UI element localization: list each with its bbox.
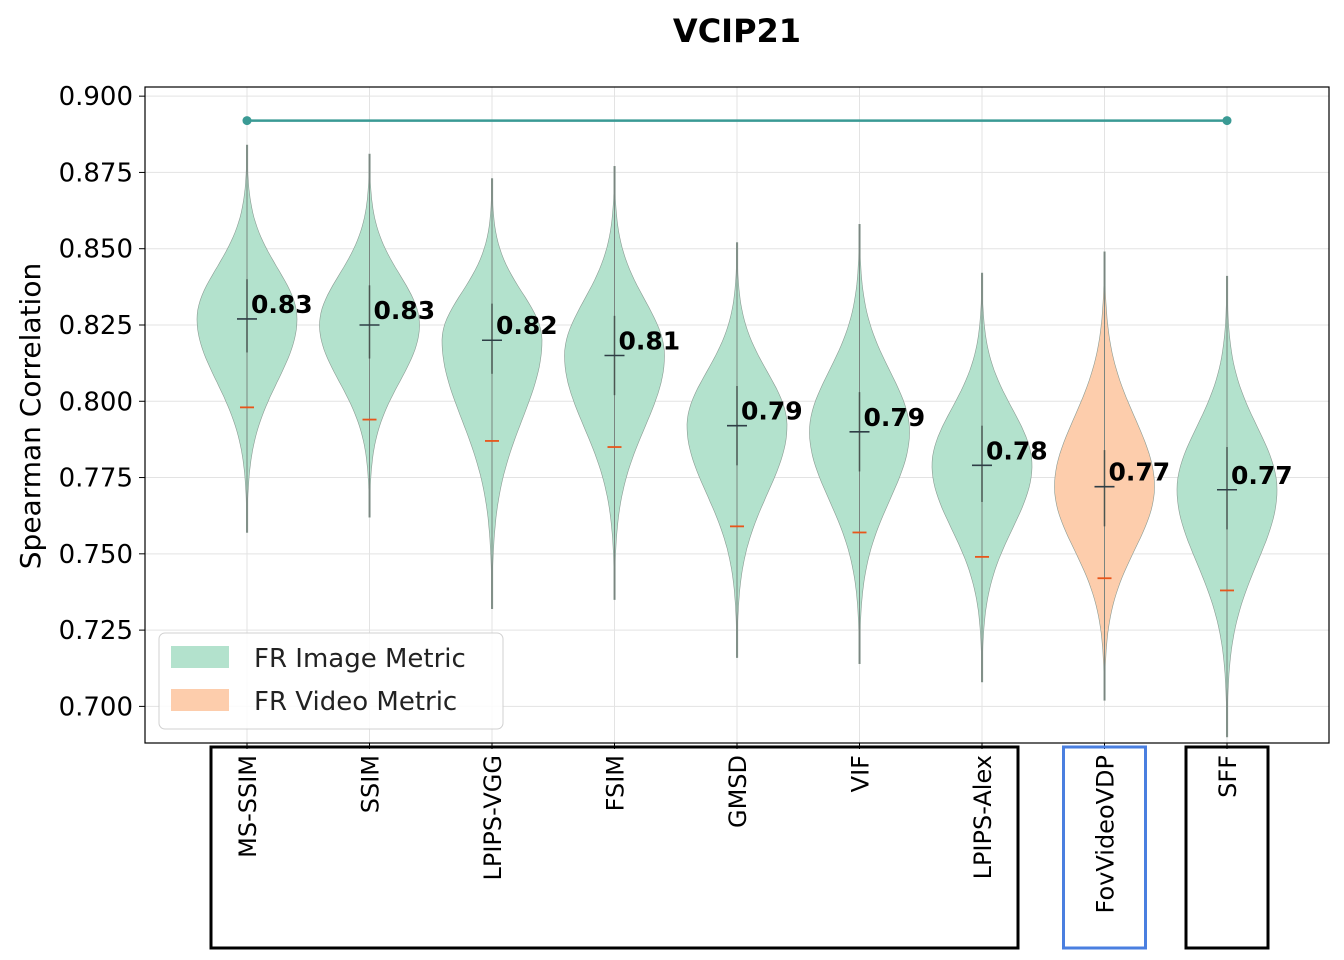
legend-label: FR Image Metric <box>254 644 466 674</box>
mean-value-label: 0.77 <box>1231 461 1293 490</box>
y-tick-label: 0.900 <box>59 82 133 112</box>
legend: FR Image Metric FR Video Metric <box>158 632 504 730</box>
legend-swatch <box>171 689 229 711</box>
x-group-box <box>1062 745 1147 950</box>
significance-dot <box>1222 116 1232 126</box>
y-tick-label: 0.775 <box>59 464 133 494</box>
x-axis-ticks: MS-SSIM SSIM LPIPS-VGG FSIM GMSD VIF LPIPS-Ale… <box>234 743 1242 913</box>
x-group-box <box>1184 745 1270 950</box>
y-axis-ticks: 0.700 0.725 0.750 0.775 0.800 0.825 0.850 0.875… <box>59 82 145 722</box>
mean-value-label: 0.78 <box>986 436 1048 465</box>
legend-label: FR Video Metric <box>254 687 457 717</box>
chart-title: VCIP21 <box>673 12 801 50</box>
mean-value-label: 0.77 <box>1109 458 1171 487</box>
x-tick-label: SSIM <box>357 755 385 813</box>
mean-value-label: 0.82 <box>496 311 558 340</box>
y-tick-label: 0.825 <box>59 311 133 341</box>
x-tick-label: LPIPS-Alex <box>969 755 997 879</box>
y-tick-label: 0.750 <box>59 540 133 570</box>
x-tick-label: LPIPS-VGG <box>479 755 507 881</box>
y-tick-label: 0.700 <box>59 692 133 722</box>
x-axis-groups <box>209 745 1270 950</box>
mean-value-label: 0.83 <box>251 290 313 319</box>
x-tick-label: FSIM <box>602 755 630 811</box>
x-tick-label: GMSD <box>724 755 752 828</box>
mean-value-label: 0.83 <box>374 296 436 325</box>
y-tick-label: 0.850 <box>59 235 133 265</box>
mean-value-label: 0.79 <box>864 403 926 432</box>
x-tick-label: VIF <box>847 755 875 792</box>
significance-dot <box>242 116 252 126</box>
y-tick-label: 0.875 <box>59 158 133 188</box>
legend-swatch <box>171 646 229 668</box>
violins <box>196 144 1278 738</box>
mean-labels: 0.83 0.83 0.82 0.81 0.79 0.79 0.78 0.77 0.77 <box>251 290 1293 490</box>
y-axis-label: Spearman Correlation <box>14 263 47 569</box>
x-tick-label: SFF <box>1214 755 1242 798</box>
x-group-box <box>209 745 1020 950</box>
mean-value-label: 0.81 <box>619 327 681 356</box>
x-tick-label: MS-SSIM <box>234 755 262 858</box>
significance-bracket <box>242 116 1232 126</box>
legend-box <box>158 632 504 730</box>
x-tick-label: FovVideoVDP <box>1092 755 1120 913</box>
y-tick-label: 0.725 <box>59 616 133 646</box>
y-tick-label: 0.800 <box>59 387 133 417</box>
mean-value-label: 0.79 <box>741 397 803 426</box>
